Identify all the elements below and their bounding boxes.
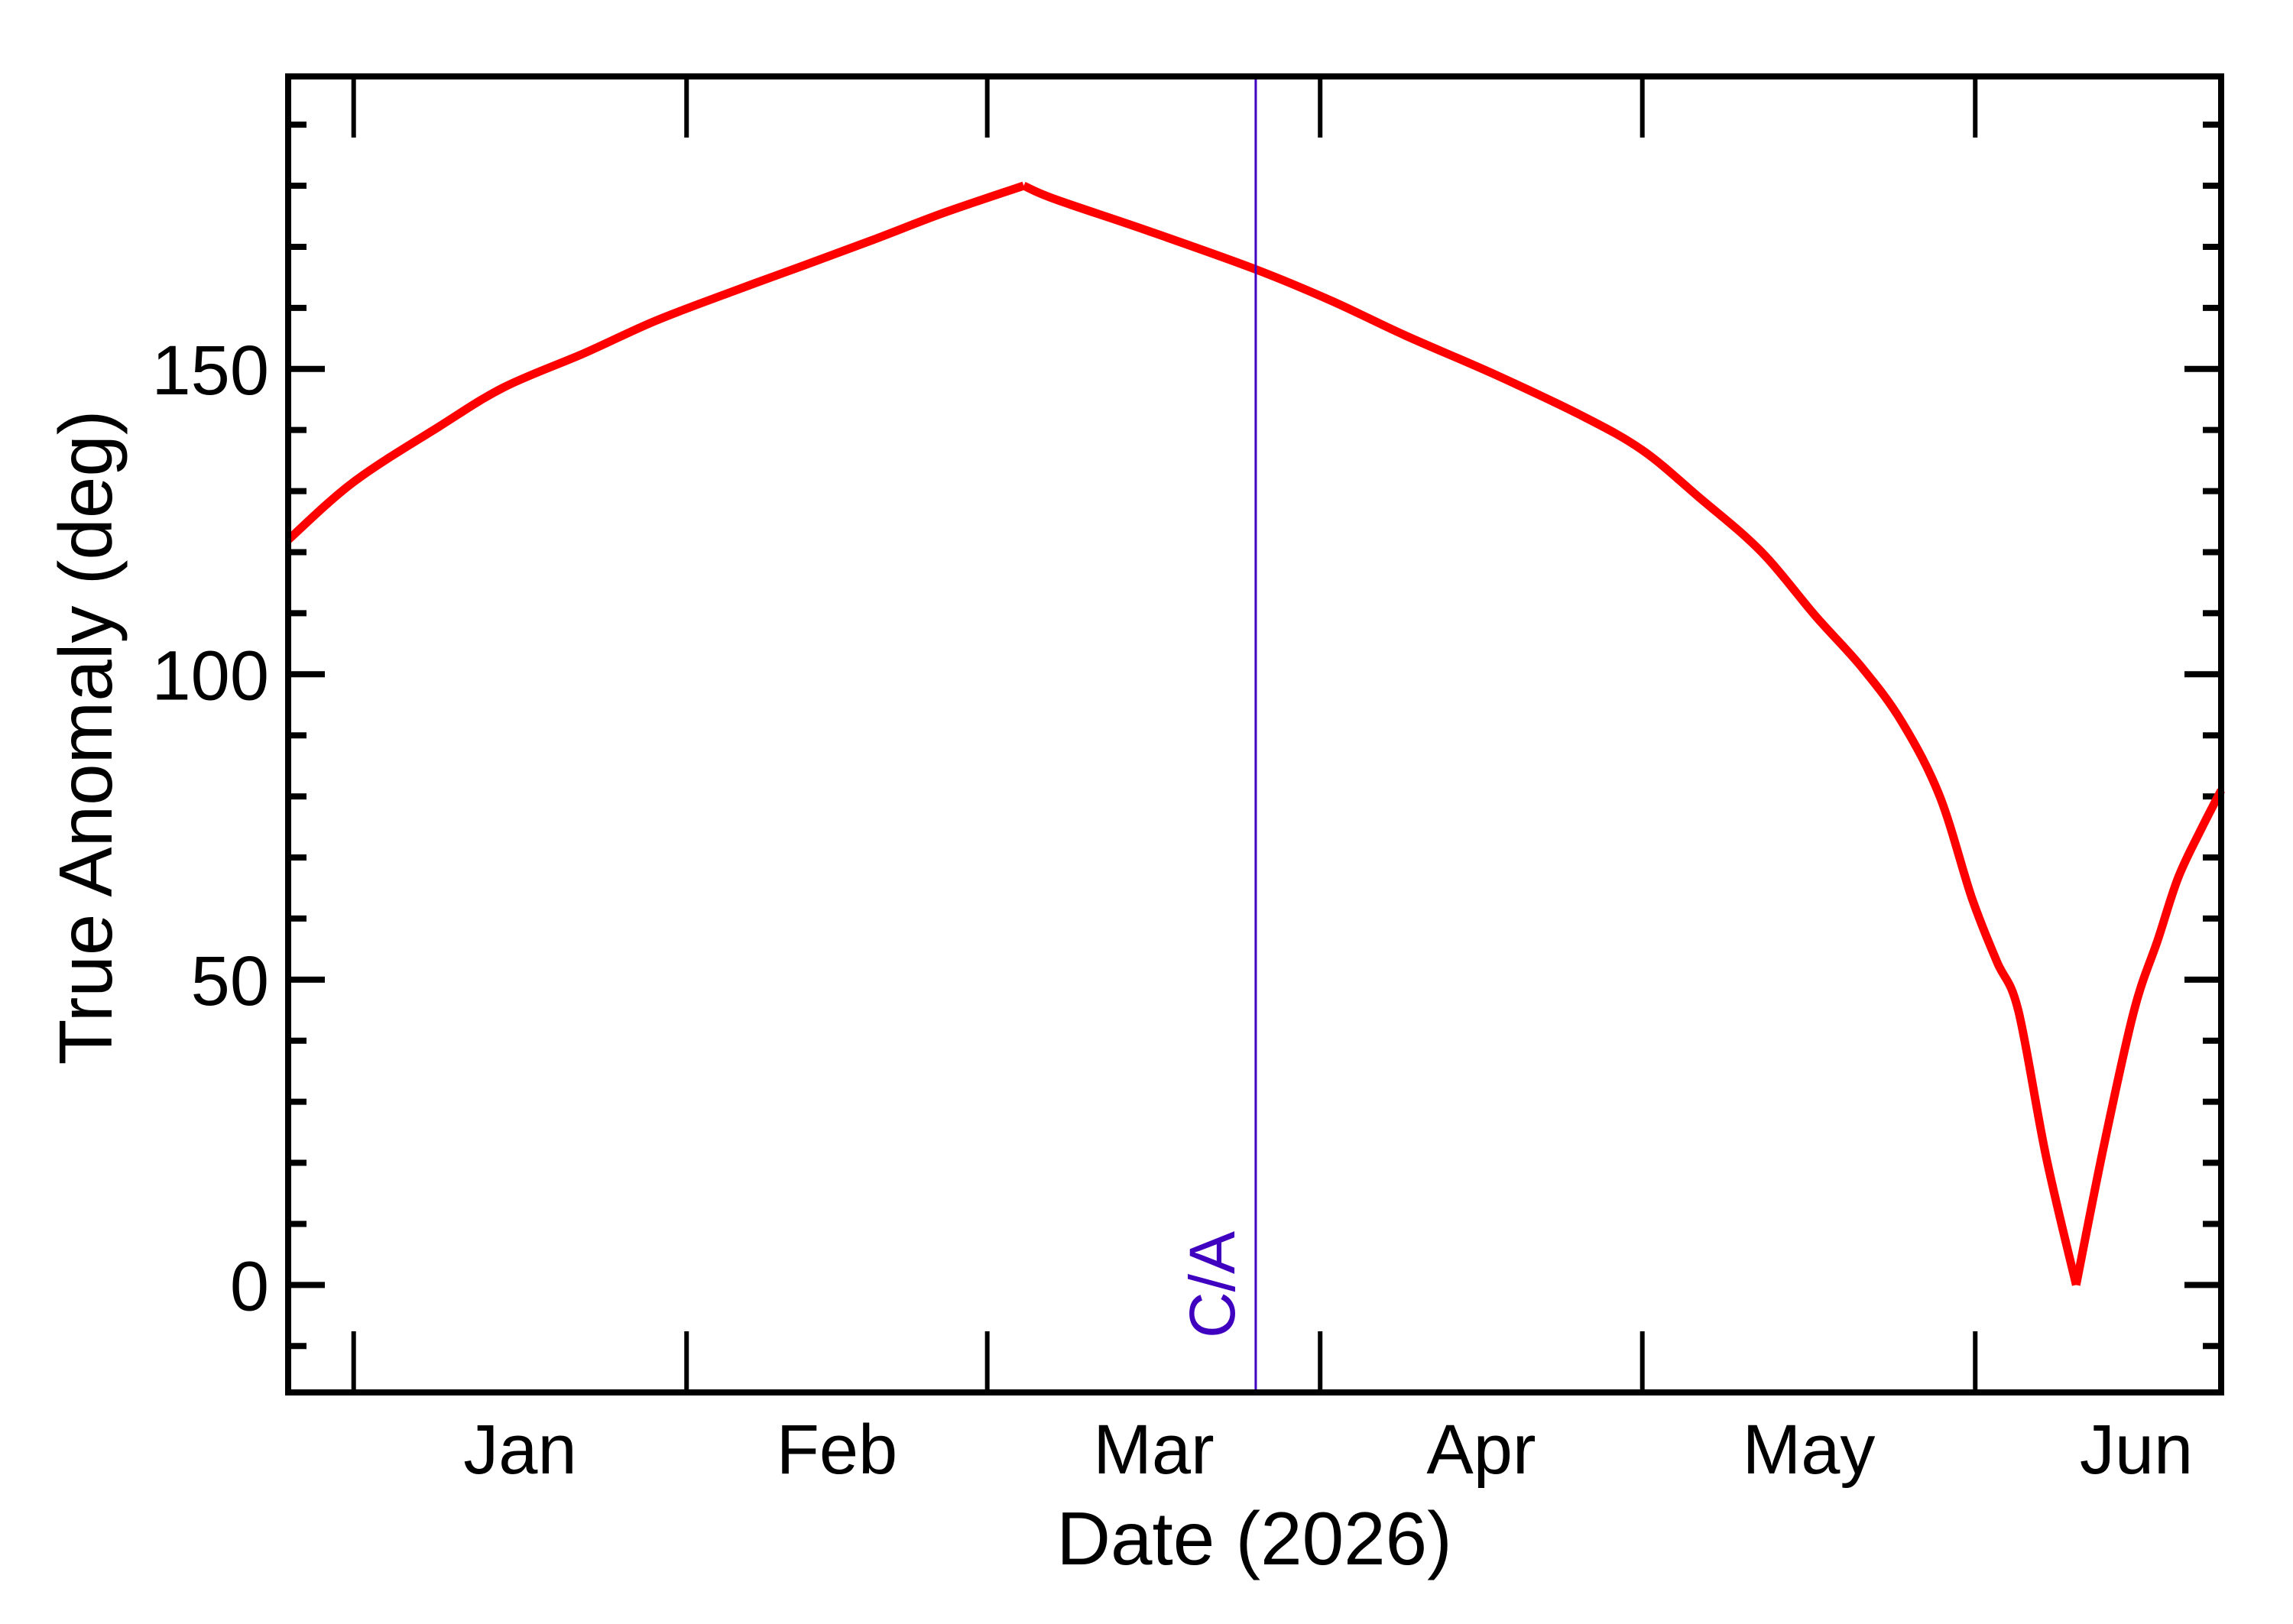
true-anomaly-curve bbox=[285, 181, 2225, 1286]
x-tick-label: Mar bbox=[1093, 1411, 1214, 1489]
x-axis-title: Date (2026) bbox=[1056, 1496, 1452, 1580]
x-tick-label: May bbox=[1743, 1411, 1876, 1489]
y-tick-label: 50 bbox=[191, 942, 269, 1020]
closest-approach-label: C/A bbox=[1176, 1231, 1248, 1338]
x-axis-tick-labels: Jan Feb Mar Apr May Jun bbox=[463, 1411, 2193, 1489]
curve-segment bbox=[1022, 181, 2081, 1286]
y-tick-label: 0 bbox=[230, 1247, 269, 1325]
y-axis-title: True Anomaly (deg) bbox=[44, 410, 128, 1065]
x-tick-label: Jan bbox=[463, 1411, 576, 1489]
x-tick-label: Jun bbox=[2080, 1411, 2193, 1489]
y-axis-tick-labels: 0 50 100 150 bbox=[152, 332, 270, 1326]
x-tick-label: Apr bbox=[1426, 1411, 1536, 1489]
y-tick-label: 150 bbox=[152, 332, 270, 410]
plot-frame bbox=[285, 73, 2224, 1395]
x-tick-label: Feb bbox=[777, 1411, 898, 1489]
axis-ticks bbox=[288, 76, 2221, 1392]
curve-segment bbox=[2071, 788, 2225, 1286]
y-tick-label: 100 bbox=[152, 637, 270, 715]
curve-segment bbox=[285, 181, 1026, 543]
